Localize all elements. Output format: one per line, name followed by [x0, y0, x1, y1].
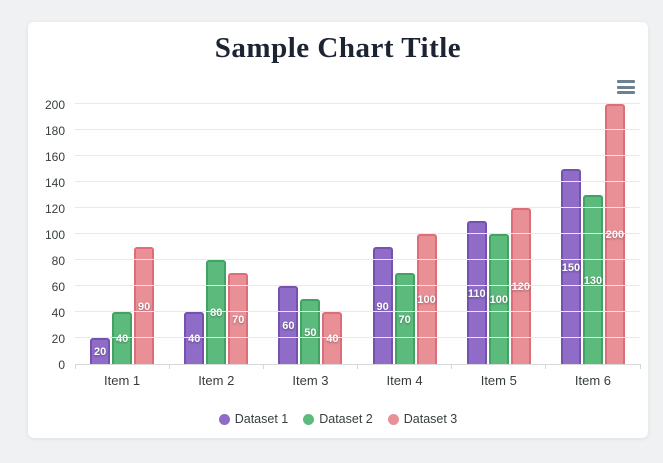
bar-value-label: 120 — [511, 281, 530, 293]
y-tick-label: 200 — [44, 98, 65, 112]
bar-group: 60 50 40 — [263, 105, 357, 364]
gridline — [75, 181, 640, 182]
bar-group: 40 80 70 — [169, 105, 263, 364]
legend-label: Dataset 3 — [403, 412, 458, 426]
gridline — [75, 337, 640, 338]
bar[interactable]: 70 — [228, 273, 249, 364]
bar-value-label: 70 — [232, 313, 245, 326]
legend-item[interactable]: Dataset 1 — [218, 412, 289, 426]
x-category-label: Item 2 — [198, 373, 235, 388]
plot-area: 20 40 90 40 80 70 60 50 40 90 70 100 110 100 120 150 130… — [74, 103, 641, 369]
bar[interactable]: 50 — [300, 299, 321, 364]
x-axis-tick — [74, 364, 76, 369]
bar-value-label: 200 — [605, 229, 625, 241]
bar[interactable]: 100 — [416, 234, 437, 364]
bar[interactable]: 130 — [582, 195, 603, 364]
menu-bar — [617, 91, 635, 94]
gridline — [75, 311, 640, 312]
gridline — [75, 207, 640, 208]
x-category-label: Item 5 — [480, 373, 517, 388]
bar-value-label: 50 — [304, 326, 317, 339]
bar[interactable]: 70 — [394, 273, 415, 364]
y-tick-label: 120 — [44, 202, 65, 216]
y-tick-label: 140 — [44, 176, 65, 190]
gridline — [75, 233, 640, 234]
gridline — [75, 129, 640, 130]
legend: Dataset 1 Dataset 2 Dataset 3 — [28, 412, 648, 426]
y-tick-label: 20 — [51, 332, 65, 346]
y-tick-label: 0 — [58, 358, 65, 372]
x-category-label: Item 1 — [104, 373, 141, 388]
x-category-label: Item 4 — [386, 373, 423, 388]
legend-item[interactable]: Dataset 3 — [387, 412, 458, 426]
bar-value-label: 70 — [398, 313, 411, 326]
legend-label: Dataset 2 — [319, 412, 373, 426]
bar[interactable]: 90 — [372, 247, 393, 364]
bar[interactable]: 110 — [466, 221, 487, 364]
x-category-label: Item 6 — [574, 373, 611, 388]
bar-group: 20 40 90 — [75, 105, 169, 364]
bar[interactable]: 90 — [134, 247, 155, 364]
bar[interactable]: 120 — [510, 208, 531, 364]
y-axis: 0 20 40 60 80 100 120 140 160 180 200 — [28, 98, 75, 372]
x-axis-tick — [357, 364, 358, 369]
bar-group: 90 70 100 — [358, 105, 452, 364]
bar-chart: 0 20 40 60 80 100 120 140 160 180 200 20 40 90 40 80 70… — [28, 98, 641, 372]
bar[interactable]: 200 — [604, 104, 625, 364]
bar-group: 150 130 200 — [546, 104, 640, 364]
legend-label: Dataset 1 — [234, 412, 289, 426]
hamburger-menu-icon[interactable] — [617, 80, 635, 94]
bar[interactable]: 40 — [184, 312, 205, 364]
y-tick-label: 180 — [44, 124, 65, 138]
bar-value-label: 150 — [561, 261, 581, 274]
bar-value-label: 60 — [282, 320, 295, 332]
bar[interactable]: 100 — [488, 234, 509, 364]
bar-value-label: 110 — [467, 287, 486, 300]
x-axis-tick — [168, 364, 170, 369]
bar-value-label: 90 — [376, 300, 389, 313]
bar-value-label: 80 — [210, 307, 223, 319]
bar-value-label: 100 — [489, 294, 508, 306]
x-axis-tick — [639, 364, 641, 369]
bar[interactable]: 40 — [322, 312, 343, 364]
legend-dot-icon — [387, 413, 399, 425]
menu-bar — [617, 80, 635, 83]
bar-value-label: 20 — [93, 346, 107, 358]
bar-value-label: 90 — [137, 300, 151, 313]
bar-group: 110 100 120 — [452, 105, 546, 364]
y-tick-label: 60 — [51, 280, 65, 294]
legend-dot-icon — [303, 413, 315, 425]
gridline — [75, 155, 640, 156]
y-tick-label: 40 — [51, 306, 65, 320]
bar[interactable]: 20 — [90, 338, 111, 364]
gridline — [75, 259, 640, 260]
gridline — [75, 285, 640, 286]
x-category-label: Item 3 — [292, 373, 329, 388]
bar-value-label: 40 — [115, 333, 129, 345]
bar[interactable]: 150 — [560, 169, 581, 364]
gridline — [75, 103, 640, 104]
chart-title: Sample Chart Title — [214, 32, 462, 64]
x-axis-tick — [262, 364, 264, 369]
legend-item[interactable]: Dataset 2 — [303, 412, 373, 426]
bar-value-label: 40 — [188, 333, 201, 345]
bar-value-label: 130 — [583, 274, 603, 287]
y-tick-label: 160 — [44, 150, 65, 164]
legend-dot-icon — [218, 413, 230, 425]
bar[interactable]: 80 — [206, 260, 227, 364]
bar-value-label: 40 — [326, 333, 339, 345]
y-tick-label: 80 — [51, 254, 65, 268]
x-axis-tick — [451, 364, 453, 369]
y-tick-label: 100 — [44, 228, 65, 242]
bar[interactable]: 40 — [112, 312, 133, 364]
x-axis: Item 1 Item 2 Item 3 Item 4 Item 5 Item 6 — [75, 373, 640, 388]
bar[interactable]: 60 — [278, 286, 299, 364]
menu-bar — [617, 85, 635, 89]
bar-groups: 20 40 90 40 80 70 60 50 40 90 70 100 110 100 120 150 130… — [75, 104, 640, 364]
x-axis-tick — [545, 364, 547, 369]
bar-value-label: 100 — [417, 294, 436, 306]
chart-card: Sample Chart Title 0 20 40 60 80 100 120 140 160… — [28, 22, 648, 438]
